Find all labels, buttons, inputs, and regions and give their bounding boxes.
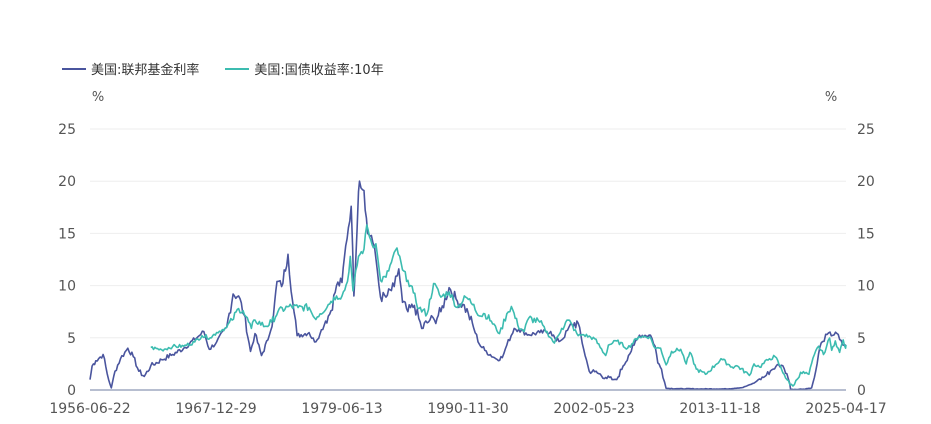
legend-label-treasury-10y: 美国:国债收益率:10年 xyxy=(254,63,384,78)
series-line-treasury-10y xyxy=(150,224,847,387)
y-tick-label-right-0: 0 xyxy=(857,383,866,399)
legend: 美国:联邦基金利率 美国:国债收益率:10年 xyxy=(62,59,410,78)
y-tick-label-left-15: 15 xyxy=(58,226,76,242)
x-tick-label-6: 2025-04-17 xyxy=(805,401,886,417)
legend-swatch-fed-funds xyxy=(62,67,86,70)
y-tick-label-left-5: 5 xyxy=(67,331,76,347)
y-tick-label-right-25: 25 xyxy=(857,122,875,138)
legend-item-treasury-10y[interactable]: 美国:国债收益率:10年 xyxy=(225,59,384,78)
x-tick-label-2: 1979-06-13 xyxy=(301,401,382,417)
legend-swatch-treasury-10y xyxy=(225,67,250,70)
y-unit-left: % xyxy=(92,90,104,105)
y-unit-right: % xyxy=(825,90,837,105)
y-tick-label-left-10: 10 xyxy=(58,279,76,295)
y-tick-label-right-5: 5 xyxy=(857,331,866,347)
y-tick-label-left-20: 20 xyxy=(58,174,76,190)
legend-item-fed-funds[interactable]: 美国:联邦基金利率 xyxy=(62,59,199,78)
y-tick-label-left-25: 25 xyxy=(58,122,76,138)
y-tick-label-right-10: 10 xyxy=(857,279,875,295)
x-tick-label-3: 1990-11-30 xyxy=(427,401,508,417)
series-line-fed-funds xyxy=(89,180,847,391)
series-layer xyxy=(89,180,847,391)
axes: 0 0 5 5 10 10 15 15 20 20 25 25% % 1956-06-22 1967-12-… xyxy=(49,90,886,417)
grid-lines xyxy=(90,128,846,339)
y-tick-label-right-15: 15 xyxy=(857,226,875,242)
x-tick-label-4: 2002-05-23 xyxy=(553,401,634,417)
y-tick-label-left-0: 0 xyxy=(67,383,76,399)
x-tick-label-5: 2013-11-18 xyxy=(679,401,760,417)
legend-label-fed-funds: 美国:联邦基金利率 xyxy=(91,63,200,78)
x-tick-label-1: 1967-12-29 xyxy=(175,401,256,417)
y-tick-label-right-20: 20 xyxy=(857,174,875,190)
x-tick-label-0: 1956-06-22 xyxy=(49,401,130,417)
